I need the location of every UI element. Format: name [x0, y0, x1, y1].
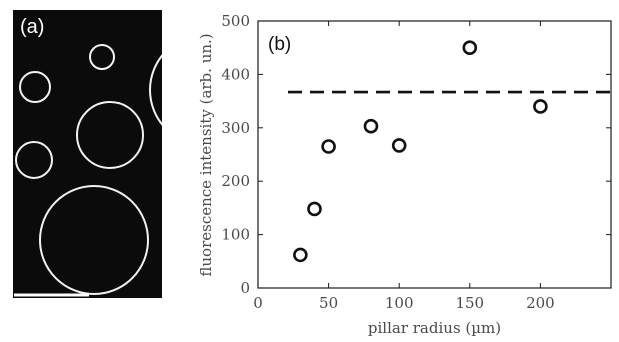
x-tick-label: 50 [319, 294, 338, 312]
y-tick-label: 0 [240, 279, 250, 297]
y-axis-ticks: 0 100 200 300 400 500 [221, 12, 611, 297]
data-point [363, 118, 379, 134]
pillar-ring [149, 54, 162, 126]
y-tick-label: 300 [221, 119, 250, 137]
data-point [321, 139, 336, 154]
panel-a-label: (a) [20, 16, 44, 38]
data-point [307, 201, 322, 217]
x-axis-label: pillar radius (µm) [368, 319, 501, 337]
y-tick-label: 200 [221, 172, 250, 190]
data-point [533, 99, 548, 114]
plot-frame [257, 20, 612, 289]
x-axis-ticks: 0 50 100 150 200 [253, 21, 555, 312]
y-axis-label: fluorescence intensity (arb. un.) [197, 33, 215, 276]
panel-b-label: (b) [268, 34, 291, 55]
micrograph-rings [15, 44, 162, 295]
y-tick-label: 500 [221, 12, 250, 30]
pillar-ring [76, 101, 144, 169]
x-tick-label: 0 [253, 294, 263, 312]
pillar-ring [39, 185, 149, 295]
pillar-ring [19, 71, 51, 103]
y-tick-label: 100 [221, 226, 250, 244]
data-point [462, 40, 478, 56]
data-point [391, 138, 407, 153]
pillar-ring [89, 44, 115, 70]
data-points [293, 40, 548, 263]
panel-a-micrograph: (a) [13, 10, 162, 298]
micrograph-background [13, 10, 162, 298]
x-tick-label: 200 [526, 294, 555, 312]
y-tick-label: 400 [221, 65, 250, 83]
pillar-ring [15, 141, 53, 179]
panel-b-chart: (b) 0 100 200 300 400 500 0 50 100 150 200 pillar… [197, 12, 612, 337]
x-tick-label: 150 [455, 294, 484, 312]
x-tick-label: 100 [385, 294, 414, 312]
data-point [293, 247, 308, 263]
